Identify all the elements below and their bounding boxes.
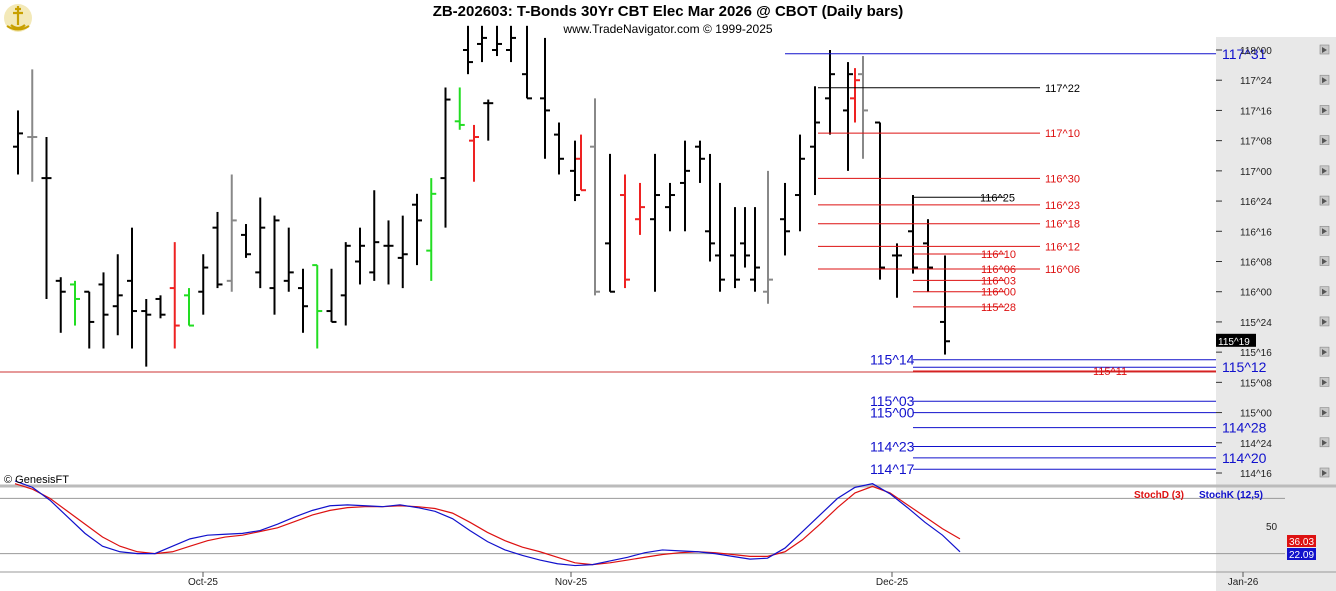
chevron-right-icon (1322, 107, 1327, 114)
price-axis-panel (1216, 37, 1336, 591)
y-tick-label: 117^00 (1240, 167, 1272, 178)
y-tick-label: 116^08 (1240, 257, 1272, 268)
chevron-right-icon (1322, 198, 1327, 205)
level-label: 117^10 (1045, 128, 1080, 140)
chart-title: ZB-202603: T-Bonds 30Yr CBT Elec Mar 202… (432, 3, 904, 20)
chevron-right-icon (1322, 137, 1327, 144)
level-label: 116^06 (981, 264, 1016, 276)
level-label: 116^12 (1045, 241, 1080, 253)
stochd-value-box (1287, 535, 1316, 547)
level-label: 115^11 (1093, 366, 1127, 378)
chevron-right-icon (1322, 379, 1327, 386)
stoch-line (14, 480, 961, 567)
chevron-right-icon (1322, 349, 1327, 356)
chevron-right-icon (1322, 288, 1327, 295)
last-price-label: 115^19 (1218, 337, 1250, 348)
legend-stochd: StochD (3) (1134, 490, 1184, 501)
level-label: 116^23 (1045, 200, 1080, 212)
y-tick-label: 118^00 (1240, 46, 1272, 57)
y-tick-label: 115^24 (1240, 318, 1272, 329)
chevron-right-icon (1322, 47, 1327, 53)
chevron-right-icon (1322, 318, 1327, 325)
y-tick-label: 117^08 (1240, 137, 1272, 148)
chart-subtitle: www.TradeNavigator.com © 1999-2025 (563, 22, 773, 36)
chevron-right-icon (1322, 77, 1327, 84)
stochk-value-label: 22.09 (1289, 550, 1314, 561)
chevron-right-icon (1322, 167, 1327, 174)
stochk-value-box (1287, 548, 1316, 560)
y-tick-label: 116^00 (1240, 288, 1272, 299)
y-tick-label: 115^00 (1240, 409, 1272, 420)
stoch-y-tick-label: 50 (1266, 522, 1278, 533)
y-tick-label: 117^16 (1240, 106, 1272, 117)
y-tick-label: 114^16 (1240, 469, 1272, 480)
level-label: 116^30 (1045, 173, 1080, 185)
level-label: 114^28 (1222, 420, 1267, 436)
y-tick-label: 117^24 (1240, 76, 1272, 87)
level-label: 115^12 (1222, 359, 1267, 375)
chevron-right-icon (1322, 469, 1327, 476)
x-tick-label: Jan-26 (1228, 577, 1259, 588)
y-tick-label: 115^16 (1240, 348, 1272, 359)
level-label: 115^28 (981, 302, 1016, 314)
level-label: 116^25 (980, 192, 1015, 204)
chevron-right-icon (1322, 439, 1327, 446)
chevron-right-icon (1322, 409, 1327, 416)
last-price-box (1216, 333, 1256, 347)
level-label: 117^31 (1222, 46, 1267, 62)
chevron-right-icon (1322, 228, 1327, 235)
x-tick-label: Nov-25 (555, 577, 588, 588)
level-label: 116^00 (981, 287, 1016, 299)
level-label: 116^06 (1045, 264, 1080, 276)
level-label: 115^03 (870, 393, 915, 409)
chevron-right-icon (1322, 258, 1327, 265)
x-tick-label: Oct-25 (188, 577, 218, 588)
level-label: 114^23 (870, 439, 915, 455)
y-tick-label: 116^24 (1240, 197, 1272, 208)
level-label: 116^18 (1045, 219, 1080, 231)
y-tick-label: 114^24 (1240, 439, 1272, 450)
stochd-value-label: 36.03 (1289, 537, 1314, 548)
copyright-label: © GenesisFT (4, 474, 69, 486)
y-tick-label: 116^16 (1240, 227, 1272, 238)
stoch-line (14, 483, 961, 566)
level-label: 114^17 (870, 461, 915, 477)
level-label: 115^00 (870, 405, 915, 421)
level-label: 117^22 (1045, 83, 1080, 95)
level-label: 114^20 (1222, 450, 1267, 466)
x-tick-label: Dec-25 (876, 577, 909, 588)
y-tick-label: 115^08 (1240, 378, 1272, 389)
level-label: 115^14 (870, 352, 915, 368)
ship-logo-icon (4, 4, 32, 32)
legend-stochk: StochK (12,5) (1199, 490, 1263, 501)
level-label: 116^10 (981, 249, 1016, 261)
level-label: 116^03 (981, 275, 1016, 287)
chart-header: ZB-202603: T-Bonds 30Yr CBT Elec Mar 202… (0, 0, 1336, 37)
